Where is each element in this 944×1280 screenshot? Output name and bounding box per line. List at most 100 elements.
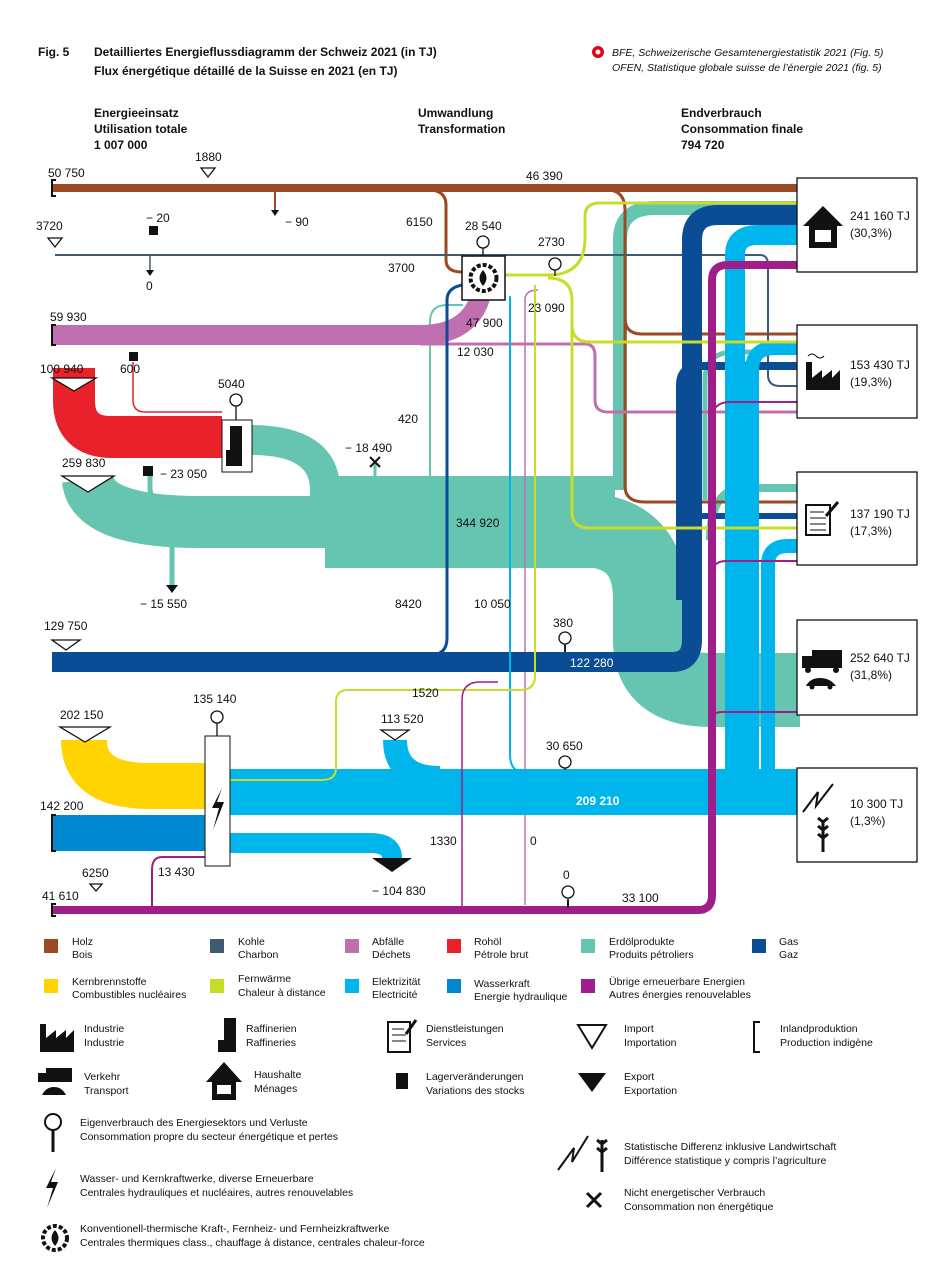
flow-kern [61,738,205,809]
stock-change-icons [129,226,158,476]
factory-icon [806,362,840,390]
label-erdoel-import: 259 830 [62,456,106,470]
label-gas-total: 122 280 [570,656,614,670]
label-holz-import: 1880 [195,150,222,164]
title-de: Detailliertes Energieflussdiagramm der S… [94,45,437,59]
svg-text:Centrales hydrauliques et nucl: Centrales hydrauliques et nucléaires, au… [80,1187,353,1199]
label-zero-a: 0 [530,834,537,848]
svg-text:252 640 TJ: 252 640 TJ [850,651,910,665]
services-document-icon [805,501,840,536]
label-gas-transform: 8420 [395,597,422,611]
figure-number: Fig. 5 [38,45,70,59]
non-energy-use-icon [369,456,381,468]
svg-text:Dienstleistungen: Dienstleistungen [426,1023,504,1035]
label-powerplant-loss: 135 140 [193,692,237,706]
svg-text:Haushalte: Haushalte [254,1069,301,1081]
svg-text:Services: Services [426,1037,466,1049]
end-use-households: 241 160 TJ (30,3%) [796,177,918,273]
column-input-value: 1 007 000 [94,138,148,152]
svg-text:Wasser- und Kernkraftwerke, di: Wasser- und Kernkraftwerke, diverse Erne… [80,1173,314,1185]
house-icon [206,1062,242,1100]
label-uebrige-loss: 0 [563,868,570,882]
svg-text:Différence statistique y compr: Différence statistique y compris l’agric… [624,1155,826,1167]
svg-text:Gas: Gas [779,936,798,948]
svg-text:Industrie: Industrie [84,1037,124,1049]
house-icon [803,206,843,248]
label-transform-loss: 28 540 [465,219,502,233]
label-erdoel-transform: 420 [398,412,418,426]
thermal-plant-icon [41,1224,69,1252]
export-icon [578,1073,606,1092]
svg-text:Rohöl: Rohöl [474,936,501,948]
label-elec-transform: 10 050 [474,597,511,611]
svg-text:Raffineries: Raffineries [246,1037,296,1049]
source-de: BFE, Schweizerische Gesamtenergiestatist… [612,47,883,59]
svg-text:Import: Import [624,1023,654,1035]
import-icon [576,1024,608,1050]
own-consumption-icon [44,1113,62,1152]
svg-text:Holz: Holz [72,936,93,948]
svg-text:Raffinerien: Raffinerien [246,1023,297,1035]
svg-text:Autres énergies renouvelables: Autres énergies renouvelables [609,989,751,1001]
label-erdoel-export: − 15 550 [140,597,187,611]
svg-text:Übrige erneuerbare Energien: Übrige erneuerbare Energien [609,976,745,988]
svg-text:Elektrizität: Elektrizität [372,976,421,988]
svg-text:Kohle: Kohle [238,936,265,948]
flow-elec-export [230,833,402,859]
svg-text:Gaz: Gaz [779,949,798,961]
column-input-de: Energieeinsatz [94,106,179,120]
svg-text:Consommation non énergétique: Consommation non énergétique [624,1201,774,1213]
flow-fernwaerme [230,201,800,781]
refinery-icon [218,1018,236,1052]
label-kohle-stock: − 20 [146,211,170,225]
label-erdoel-total: 344 920 [456,516,500,530]
label-holz-main: 46 390 [526,169,563,183]
label-kern: 202 150 [60,708,104,722]
svg-text:Déchets: Déchets [372,949,411,961]
svg-text:Fernwärme: Fernwärme [238,973,291,985]
title-fr: Flux énergétique détaillé de la Suisse e… [94,64,397,78]
svg-text:(31,8%): (31,8%) [850,668,892,682]
label-fernwaerme-loss: 2730 [538,235,565,249]
svg-text:Electricité: Electricité [372,989,418,1001]
svg-text:Bois: Bois [72,949,92,961]
svg-text:Exportation: Exportation [624,1085,677,1097]
svg-text:10 300 TJ: 10 300 TJ [850,797,903,811]
svg-text:Ménages: Ménages [254,1083,297,1095]
svg-text:Verkehr: Verkehr [84,1071,121,1083]
label-abfaelle-direct: 12 030 [457,345,494,359]
source-logo-icon [592,46,604,58]
label-gas-import: 129 750 [44,619,88,633]
label-rohoel-stock: 600 [120,362,140,376]
svg-text:Produits pétroliers: Produits pétroliers [609,949,694,961]
svg-text:Consommation propre du secteur: Consommation propre du secteur énergétiq… [80,1131,338,1143]
svg-text:Abfälle: Abfälle [372,936,404,948]
services-document-icon [387,1019,418,1053]
svg-text:153 430 TJ: 153 430 TJ [850,358,910,372]
svg-text:Transport: Transport [84,1085,129,1097]
column-final-fr: Consommation finale [681,122,803,136]
svg-text:(30,3%): (30,3%) [850,226,892,240]
label-fernwaerme-2: 1520 [412,686,439,700]
svg-text:Pétrole brut: Pétrole brut [474,949,528,961]
label-refinery-loss: 5040 [218,377,245,391]
svg-text:(17,3%): (17,3%) [850,524,892,538]
label-erdoel-stock: − 23 050 [160,467,207,481]
label-holz-export: − 90 [285,215,309,229]
own-consumption-icons [210,235,575,906]
label-rohoel: 100 940 [40,362,84,376]
svg-text:Variations des stocks: Variations des stocks [426,1085,524,1097]
label-uebrige-total: 41 610 [42,889,79,903]
flow-holz [52,184,800,504]
label-gas-loss: 380 [553,616,573,630]
stock-change-icon [396,1073,408,1089]
svg-text:(1,3%): (1,3%) [850,814,885,828]
import-icons [46,167,412,892]
statistical-difference-icon [802,783,834,852]
svg-text:Kernbrennstoffe: Kernbrennstoffe [72,976,147,988]
label-elec-other: 1330 [430,834,457,848]
flow-uebrige [52,261,800,914]
transformation-plant-node [461,255,506,301]
label-wasserkraft: 142 200 [40,799,84,813]
